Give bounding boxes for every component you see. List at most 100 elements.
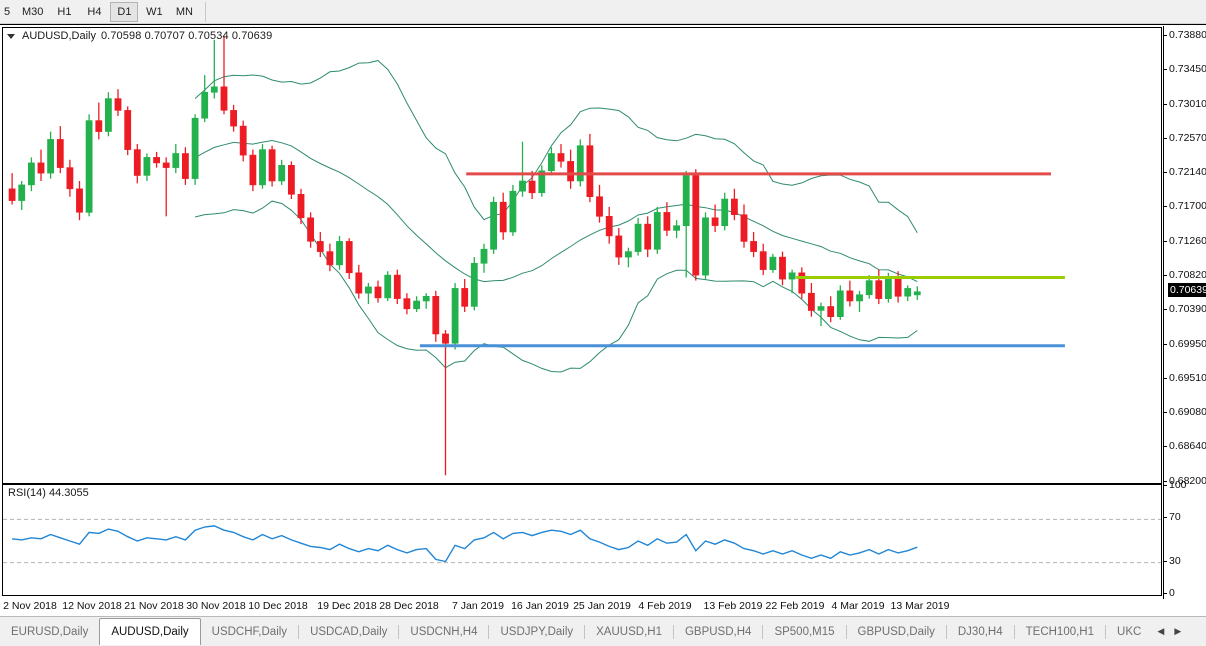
timeframe-button-mn[interactable]: MN: [170, 2, 198, 22]
chart-tab-label: USDCAD,Daily: [310, 625, 388, 638]
timeframe-label: M30: [22, 5, 44, 18]
candle-bull-body: [653, 212, 661, 250]
candle-bear-body: [56, 139, 64, 168]
price-panel[interactable]: [3, 28, 1161, 483]
rsi-panel[interactable]: RSI(14) 44.3055: [3, 485, 1161, 595]
chart-tab-label: EURUSD,Daily: [11, 625, 89, 638]
date-axis-label: 2 Nov 2018: [3, 600, 57, 612]
chart-tab-usdjpy-daily[interactable]: USDJPY,Daily: [489, 619, 584, 644]
bollinger-upper-band: [194, 60, 918, 234]
price-tick: [1163, 309, 1167, 311]
candle-bull-body: [490, 201, 497, 250]
candle-bull-body: [576, 145, 584, 182]
candle-bull-body: [865, 280, 873, 296]
candle-bear-body: [374, 286, 382, 299]
candle-bull-body: [682, 175, 690, 227]
chart-tab-ukc[interactable]: UKC: [1106, 619, 1152, 644]
candle-bull-body: [105, 98, 112, 132]
candle-bear-body: [499, 201, 507, 233]
timeframe-button-5[interactable]: 5: [1, 2, 15, 22]
candle-bear-body: [297, 194, 305, 219]
tab-separator: [762, 625, 764, 639]
candle-bear-body: [133, 149, 141, 176]
chart-ohlc-values: 0.70598 0.70707 0.70534 0.70639: [100, 30, 273, 42]
chart-tab-gbpusd-h4[interactable]: GBPUSD,H4: [674, 619, 762, 644]
candle-bull-body: [547, 153, 555, 172]
price-tick-label: 0.69080: [1169, 405, 1206, 418]
rsi-tick-label: 100: [1169, 479, 1187, 491]
candle-bear-body: [596, 196, 603, 217]
candle-bull-body: [47, 139, 54, 174]
timeframe-button-group: 5 M30 H1 H4 D1 W1 MN: [0, 1, 199, 23]
price-tick: [1163, 240, 1167, 242]
candle-bear-body: [182, 153, 189, 179]
current-price-label: 0.70639: [1168, 282, 1206, 297]
price-axis-line: [1163, 26, 1164, 599]
chart-tab-eurusd-daily[interactable]: EURUSD,Daily: [0, 619, 99, 644]
chart-tab-audusd-daily[interactable]: AUDUSD,Daily: [99, 618, 201, 645]
tab-separator: [298, 625, 300, 639]
date-axis-label: 7 Jan 2019: [452, 600, 504, 612]
date-axis: 2 Nov 2018 12 Nov 2018 21 Nov 2018 30 Nov 2…: [0, 599, 1206, 615]
tab-scroll-left-button[interactable]: ◀: [1152, 619, 1169, 644]
chart-tab-usdcnh-h4[interactable]: USDCNH,H4: [399, 619, 488, 644]
timeframe-button-d1[interactable]: D1: [110, 1, 139, 22]
candle-bull-body: [451, 288, 459, 344]
candle-bear-body: [798, 272, 806, 294]
candle-bull-body: [413, 300, 420, 310]
chart-tab-xauusd-h1[interactable]: XAUUSD,H1: [585, 619, 673, 644]
candle-bear-body: [528, 180, 536, 194]
timeframe-label: W1: [146, 5, 163, 18]
candle-bear-body: [230, 110, 237, 127]
timeframe-button-m30[interactable]: M30: [17, 2, 48, 22]
chevron-down-icon[interactable]: [7, 33, 15, 39]
chart-tab-sp500-m15[interactable]: SP500,M15: [763, 619, 845, 644]
timeframe-button-w1[interactable]: W1: [140, 2, 168, 22]
candle-bear-body: [393, 274, 401, 299]
timeframe-button-h4[interactable]: H4: [80, 2, 108, 22]
candle-bull-body: [480, 248, 488, 264]
candle-bull-body: [172, 153, 180, 168]
chart-symbol-header: AUDUSD,Daily 0.70598 0.70707 0.70534 0.7…: [7, 30, 272, 42]
candle-bear-body: [37, 162, 45, 174]
chevron-right-icon: ▶: [1174, 626, 1182, 636]
candle-bear-body: [124, 110, 132, 150]
candle-bull-body: [85, 120, 93, 213]
chart-tab-usdchf-daily[interactable]: USDCHF,Daily: [201, 619, 298, 644]
candle-bull-body: [259, 149, 266, 186]
price-scale-axis[interactable]: 0.73880 0.73450 0.73010 0.72570 0.72140 0.717…: [1163, 26, 1206, 599]
candle-bear-body: [326, 251, 334, 266]
tab-separator: [845, 625, 847, 639]
tab-separator: [1105, 625, 1107, 639]
candle-bull-body: [634, 223, 642, 252]
candle-bear-body: [846, 290, 854, 302]
tab-scroll-right-button[interactable]: ▶: [1169, 619, 1186, 644]
candle-bear-body: [307, 217, 314, 242]
chart-frame: AUDUSD,Daily 0.70598 0.70707 0.70534 0.7…: [0, 24, 1206, 599]
chart-tab-dj30-h4[interactable]: DJ30,H4: [947, 619, 1014, 644]
candle-bull-body: [856, 294, 863, 302]
candle-bull-body: [384, 274, 392, 299]
candle-bear-body: [730, 198, 738, 215]
price-tick-label: 0.71700: [1169, 200, 1206, 213]
price-tick-label: 0.72140: [1169, 165, 1206, 178]
candle-bear-body: [95, 120, 103, 132]
candle-bear-body: [220, 86, 228, 111]
candle-bull-body: [769, 256, 777, 271]
candle-bull-body: [721, 198, 729, 227]
timeframe-label: MN: [175, 5, 193, 18]
chart-tab-usdcad-daily[interactable]: USDCAD,Daily: [299, 619, 398, 644]
timeframe-label: D1: [117, 5, 132, 18]
chart-tab-gbpusd-daily[interactable]: GBPUSD,Daily: [847, 619, 946, 644]
chart-tab-tech100-h1[interactable]: TECH100,H1: [1015, 619, 1105, 644]
rsi-tick: [1163, 517, 1167, 519]
timeframe-button-h1[interactable]: H1: [50, 2, 78, 22]
rsi-tick-label: 70: [1169, 511, 1181, 524]
chart-canvas[interactable]: AUDUSD,Daily 0.70598 0.70707 0.70534 0.7…: [2, 27, 1162, 596]
candle-bull-body: [18, 184, 26, 201]
price-tick-label: 0.68640: [1169, 440, 1206, 453]
rsi-tick-label: 0: [1169, 587, 1175, 599]
timeframe-label: H4: [87, 5, 102, 18]
timeframe-label: H1: [57, 5, 72, 18]
price-tick-label: 0.72570: [1169, 132, 1206, 145]
